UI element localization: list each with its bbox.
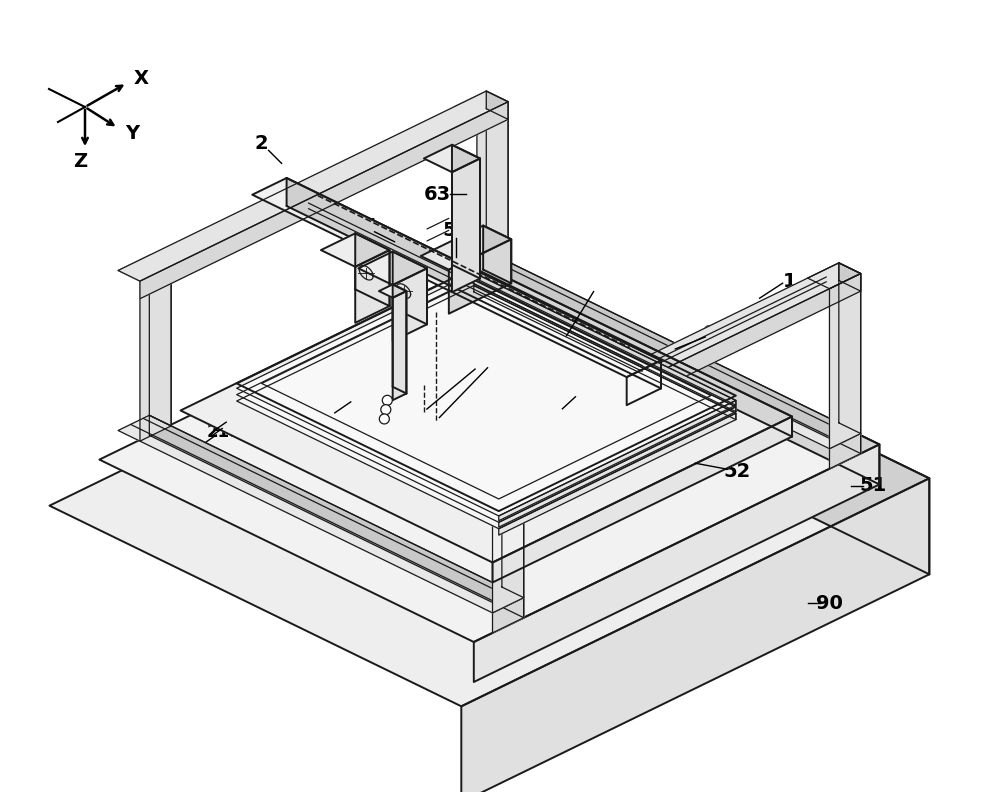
- Polygon shape: [99, 262, 879, 642]
- Polygon shape: [118, 255, 171, 281]
- Polygon shape: [486, 251, 861, 454]
- Circle shape: [381, 405, 391, 415]
- Polygon shape: [393, 268, 427, 341]
- Text: X: X: [134, 68, 149, 87]
- Polygon shape: [455, 91, 508, 117]
- Polygon shape: [829, 433, 861, 469]
- Text: 53: 53: [443, 221, 470, 240]
- Polygon shape: [237, 279, 736, 522]
- Polygon shape: [361, 272, 383, 307]
- Polygon shape: [474, 286, 736, 420]
- Polygon shape: [493, 598, 524, 633]
- Polygon shape: [140, 266, 171, 441]
- Text: 2: 2: [255, 134, 268, 153]
- Circle shape: [379, 414, 389, 424]
- Polygon shape: [358, 252, 427, 285]
- Polygon shape: [486, 91, 508, 262]
- Polygon shape: [355, 250, 390, 323]
- Polygon shape: [483, 226, 511, 284]
- Text: 52: 52: [724, 462, 751, 481]
- Text: 63: 63: [424, 185, 451, 204]
- Polygon shape: [493, 273, 861, 470]
- Polygon shape: [455, 251, 861, 449]
- Polygon shape: [379, 284, 406, 298]
- Polygon shape: [140, 101, 508, 299]
- Polygon shape: [449, 239, 511, 314]
- Polygon shape: [474, 279, 736, 412]
- Circle shape: [382, 395, 392, 406]
- Text: 21b: 21b: [212, 417, 247, 435]
- Polygon shape: [181, 265, 792, 562]
- Polygon shape: [829, 273, 861, 449]
- Text: 21a: 21a: [207, 423, 241, 441]
- Polygon shape: [627, 360, 661, 406]
- Polygon shape: [452, 158, 480, 292]
- Polygon shape: [118, 91, 508, 281]
- Text: 55: 55: [484, 361, 511, 380]
- Polygon shape: [502, 427, 524, 598]
- Text: 100: 100: [562, 383, 603, 402]
- Text: Z: Z: [73, 151, 87, 170]
- Polygon shape: [358, 271, 383, 283]
- Polygon shape: [493, 417, 792, 582]
- Text: 66: 66: [702, 325, 729, 344]
- Polygon shape: [393, 284, 406, 394]
- Text: 67: 67: [472, 360, 499, 379]
- Polygon shape: [118, 415, 524, 613]
- Text: 51: 51: [860, 476, 887, 495]
- Polygon shape: [493, 438, 524, 613]
- Text: 65: 65: [314, 410, 341, 429]
- Polygon shape: [480, 265, 792, 436]
- Polygon shape: [839, 263, 861, 433]
- Polygon shape: [808, 263, 861, 289]
- Polygon shape: [461, 478, 929, 792]
- Polygon shape: [252, 178, 661, 377]
- Polygon shape: [149, 415, 524, 618]
- Text: 1: 1: [783, 272, 796, 291]
- Polygon shape: [499, 413, 736, 535]
- Polygon shape: [380, 271, 383, 296]
- Polygon shape: [474, 272, 736, 406]
- Text: 54: 54: [351, 217, 378, 236]
- Polygon shape: [499, 407, 736, 527]
- Text: 21c: 21c: [218, 410, 251, 428]
- Polygon shape: [486, 91, 508, 120]
- Polygon shape: [452, 145, 480, 279]
- Polygon shape: [393, 252, 427, 324]
- Polygon shape: [505, 262, 879, 485]
- Polygon shape: [321, 234, 390, 267]
- Polygon shape: [393, 291, 406, 400]
- Polygon shape: [421, 226, 511, 270]
- Polygon shape: [424, 145, 480, 172]
- Polygon shape: [499, 401, 736, 520]
- Polygon shape: [471, 427, 524, 453]
- Polygon shape: [149, 255, 171, 426]
- Polygon shape: [237, 286, 736, 529]
- Text: Y: Y: [125, 124, 139, 143]
- Text: 90: 90: [816, 594, 843, 613]
- Polygon shape: [839, 263, 861, 291]
- Polygon shape: [355, 234, 390, 306]
- Polygon shape: [474, 444, 879, 682]
- Polygon shape: [471, 263, 861, 453]
- Polygon shape: [517, 278, 929, 574]
- Text: 66: 66: [545, 334, 572, 353]
- Polygon shape: [477, 101, 508, 277]
- Polygon shape: [287, 178, 661, 388]
- Polygon shape: [49, 278, 929, 706]
- Polygon shape: [237, 272, 736, 516]
